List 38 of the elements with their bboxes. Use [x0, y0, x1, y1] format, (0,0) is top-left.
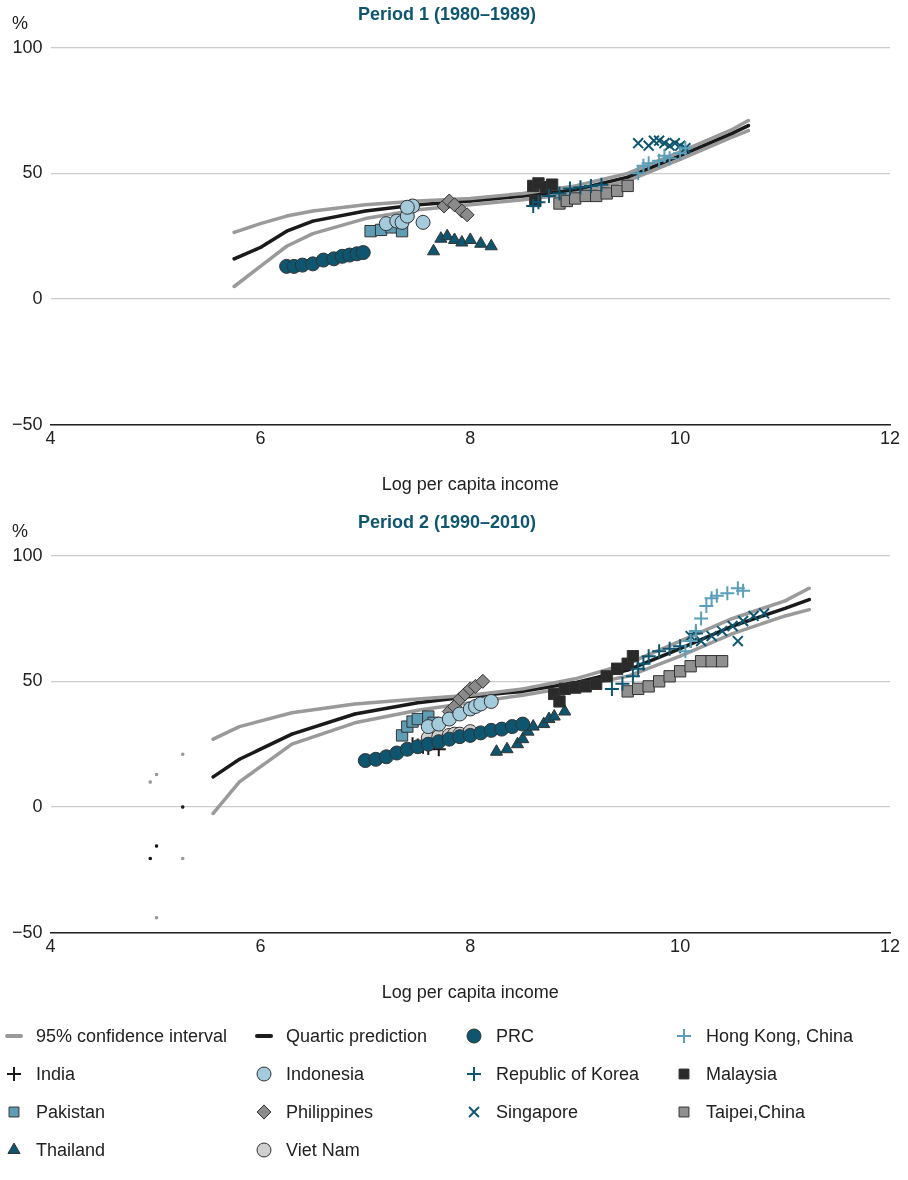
legend-label: 95% confidence interval	[36, 1025, 228, 1047]
y-tick-label: 50	[22, 670, 43, 691]
x-tick-label: 10	[670, 427, 691, 448]
y-axis-title: %	[12, 12, 29, 33]
chart-title: Period 1 (1980–1989)	[357, 3, 537, 24]
legend-label: PRC	[496, 1025, 535, 1047]
x-tick-label: 4	[45, 935, 56, 956]
y-tick-label: 100	[12, 36, 43, 57]
y-axis-title: %	[12, 520, 29, 541]
x-tick-label: 10	[670, 935, 691, 956]
y-tick-label: 0	[32, 288, 43, 309]
y-tick-label: 0	[32, 796, 43, 817]
y-tick-label: 50	[22, 162, 43, 183]
legend-label: Singapore	[496, 1101, 579, 1123]
x-tick-label: 8	[465, 427, 476, 448]
legend-label: Pakistan	[36, 1101, 106, 1123]
legend-label: Taipei,China	[706, 1101, 806, 1123]
legend-label: India	[36, 1063, 76, 1085]
chart-title: Period 2 (1990–2010)	[357, 511, 537, 532]
legend-label: Malaysia	[706, 1063, 778, 1085]
x-tick-label: 12	[879, 935, 901, 956]
y-tick-label: −50	[11, 413, 43, 434]
legend-label: Quartic prediction	[286, 1025, 428, 1047]
x-tick-label: 4	[45, 427, 56, 448]
legend-label: Hong Kong, China	[706, 1025, 854, 1047]
legend-label: Viet Nam	[286, 1139, 360, 1161]
x-axis-title: Log per capita income	[381, 474, 559, 495]
legend-label: Thailand	[36, 1139, 106, 1161]
y-tick-label: 100	[12, 544, 43, 565]
x-tick-label: 6	[255, 935, 266, 956]
y-tick-label: −50	[11, 921, 43, 942]
x-tick-label: 8	[465, 935, 476, 956]
legend-label: Philippines	[286, 1101, 374, 1123]
legend-label: Republic of Korea	[496, 1063, 640, 1085]
x-axis-title: Log per capita income	[381, 982, 559, 1003]
legend-label: Indonesia	[286, 1063, 365, 1085]
x-tick-label: 6	[255, 427, 266, 448]
x-tick-label: 12	[879, 427, 901, 448]
